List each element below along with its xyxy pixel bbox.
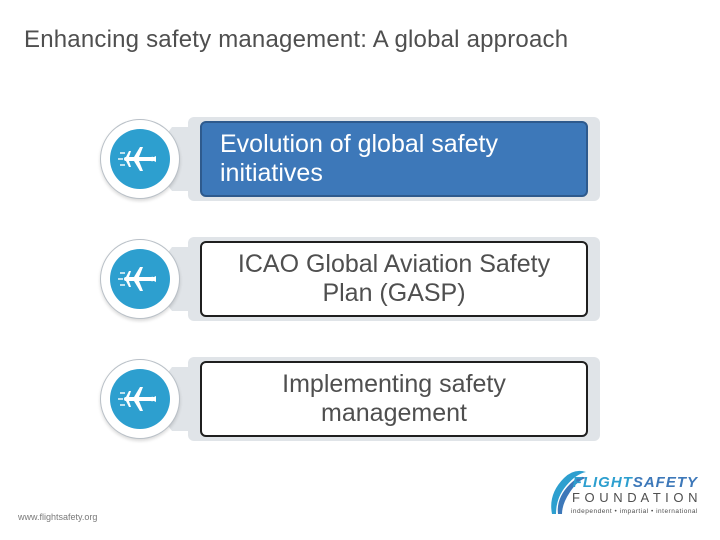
logo-brand-foundation: F O U N D A T I O N: [572, 490, 698, 505]
airplane-icon: [110, 249, 170, 309]
agenda-item-label: ICAO Global Aviation Safety Plan (GASP): [200, 241, 588, 317]
airplane-icon: [110, 369, 170, 429]
icon-disc: [100, 359, 180, 439]
icon-disc: [100, 239, 180, 319]
agenda-item-label: Implementing safety management: [200, 361, 588, 437]
agenda-row: Evolution of global safety initiatives: [100, 115, 620, 203]
airplane-icon: [110, 129, 170, 189]
logo-brand-flight-safety: FLIGHTSAFETY: [573, 474, 698, 491]
footer-url: www.flightsafety.org: [18, 512, 97, 522]
agenda-row: Implementing safety management: [100, 355, 620, 443]
page-title: Enhancing safety management: A global ap…: [24, 26, 568, 54]
logo-tagline: independent • impartial • international: [571, 508, 698, 515]
agenda-row: ICAO Global Aviation Safety Plan (GASP): [100, 235, 620, 323]
agenda-item-label: Evolution of global safety initiatives: [200, 121, 588, 197]
footer-logo: FLIGHTSAFETY F O U N D A T I O N indepen…: [548, 472, 698, 526]
icon-disc: [100, 119, 180, 199]
